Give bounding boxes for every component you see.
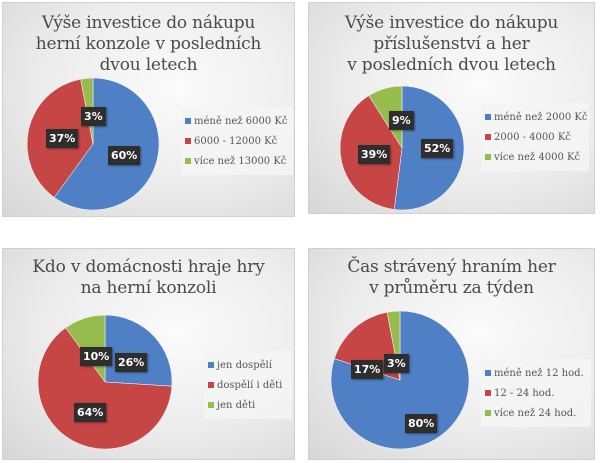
legend-item: jen dospělí (208, 355, 286, 375)
legend-swatch (485, 114, 491, 120)
legend-label: 2000 - 4000 Kč (494, 131, 571, 143)
legend-label: méně než 6000 Kč (194, 115, 288, 127)
chart-legend: méně než 6000 Kč 6000 - 12000 Kč více ne… (181, 107, 293, 175)
chart-panel-weekly-play-time: Čas strávený hraním her v průměru za týd… (308, 248, 595, 460)
title-line: Výše investice do nákupu (344, 13, 559, 33)
legend-label: více než 4000 Kč (494, 151, 581, 163)
chart-legend: méně než 12 hod. 12 - 24 hod. více než 2… (481, 359, 591, 427)
pie-slice (368, 86, 403, 149)
legend-swatch (208, 382, 214, 388)
legend-item: 12 - 24 hod. (485, 383, 585, 403)
title-line: v posledních dvou letech (347, 55, 556, 75)
legend-swatch (208, 402, 214, 408)
legend-label: 6000 - 12000 Kč (194, 135, 278, 147)
chart-legend: méně než 2000 Kč 2000 - 4000 Kč více než… (481, 103, 589, 171)
title-line: Čas strávený hraním her (347, 257, 556, 277)
data-label: 64% (74, 403, 107, 422)
title-line: herní konzole v posledních (35, 34, 262, 54)
legend-label: jen děti (217, 399, 256, 411)
chart-title: Kdo v domácnosti hraje hry na herní konz… (3, 257, 294, 299)
data-label: 60% (108, 146, 141, 165)
data-label: 17% (351, 360, 384, 379)
pie-slice (38, 327, 172, 449)
legend-item: 2000 - 4000 Kč (485, 127, 583, 147)
chart-legend: jen dospělí dospělí i děti jen děti (204, 351, 292, 419)
legend-item: 6000 - 12000 Kč (185, 131, 287, 151)
legend-label: více než 24 hod. (494, 407, 577, 419)
legend-item: dospělí i děti (208, 375, 286, 395)
data-label: 9% (389, 111, 414, 130)
legend-item: více než 24 hod. (485, 403, 585, 423)
title-line: dvou letech (99, 55, 198, 75)
chart-panel-accessories-investment: Výše investice do nákupu příslušenství a… (308, 2, 595, 214)
data-label: 80% (405, 414, 438, 433)
data-label: 10% (80, 347, 113, 366)
data-label: 52% (421, 139, 454, 158)
legend-item: méně než 2000 Kč (485, 107, 587, 127)
chart-title: Výše investice do nákupu příslušenství a… (309, 13, 594, 76)
legend-swatch (185, 158, 191, 164)
legend-swatch (485, 390, 491, 396)
data-label: 3% (81, 107, 106, 126)
title-line: v průměru za týden (369, 278, 534, 298)
chart-title: Čas strávený hraním her v průměru za týd… (309, 257, 594, 299)
title-line: příslušenství a her (373, 34, 530, 54)
legend-label: méně než 12 hod. (494, 367, 584, 379)
legend-item: více než 13000 Kč (185, 151, 287, 171)
chart-panel-who-plays: Kdo v domácnosti hraje hry na herní konz… (2, 248, 295, 460)
pie-slice (53, 78, 159, 210)
chart-title: Výše investice do nákupu herní konzole v… (3, 13, 294, 76)
data-label: 3% (384, 354, 409, 373)
legend-label: 12 - 24 hod. (494, 387, 555, 399)
legend-swatch (208, 362, 214, 368)
legend-label: jen dospělí (217, 359, 272, 371)
legend-swatch (485, 134, 491, 140)
legend-item: více než 4000 Kč (485, 147, 583, 167)
chart-panel-console-investment: Výše investice do nákupu herní konzole v… (2, 2, 295, 217)
legend-item: méně než 6000 Kč (185, 111, 287, 131)
data-label: 37% (46, 129, 79, 148)
legend-label: méně než 2000 Kč (494, 111, 588, 123)
title-line: na herní konzoli (80, 278, 217, 298)
legend-item: méně než 12 hod. (485, 363, 585, 383)
legend-item: jen děti (208, 395, 286, 415)
legend-label: více než 13000 Kč (194, 155, 287, 167)
data-label: 26% (115, 353, 148, 372)
legend-swatch (485, 370, 491, 376)
legend-swatch (185, 118, 191, 124)
legend-swatch (185, 138, 191, 144)
pie-slice (104, 315, 172, 387)
legend-label: dospělí i děti (217, 379, 283, 391)
legend-swatch (485, 154, 491, 160)
pie-slice (334, 311, 401, 381)
pie-chart (38, 315, 172, 449)
data-label: 39% (358, 145, 391, 164)
title-line: Výše investice do nákupu (41, 13, 256, 33)
title-line: Kdo v domácnosti hraje hry (32, 257, 265, 277)
pie-chart (331, 311, 469, 449)
legend-swatch (485, 410, 491, 416)
